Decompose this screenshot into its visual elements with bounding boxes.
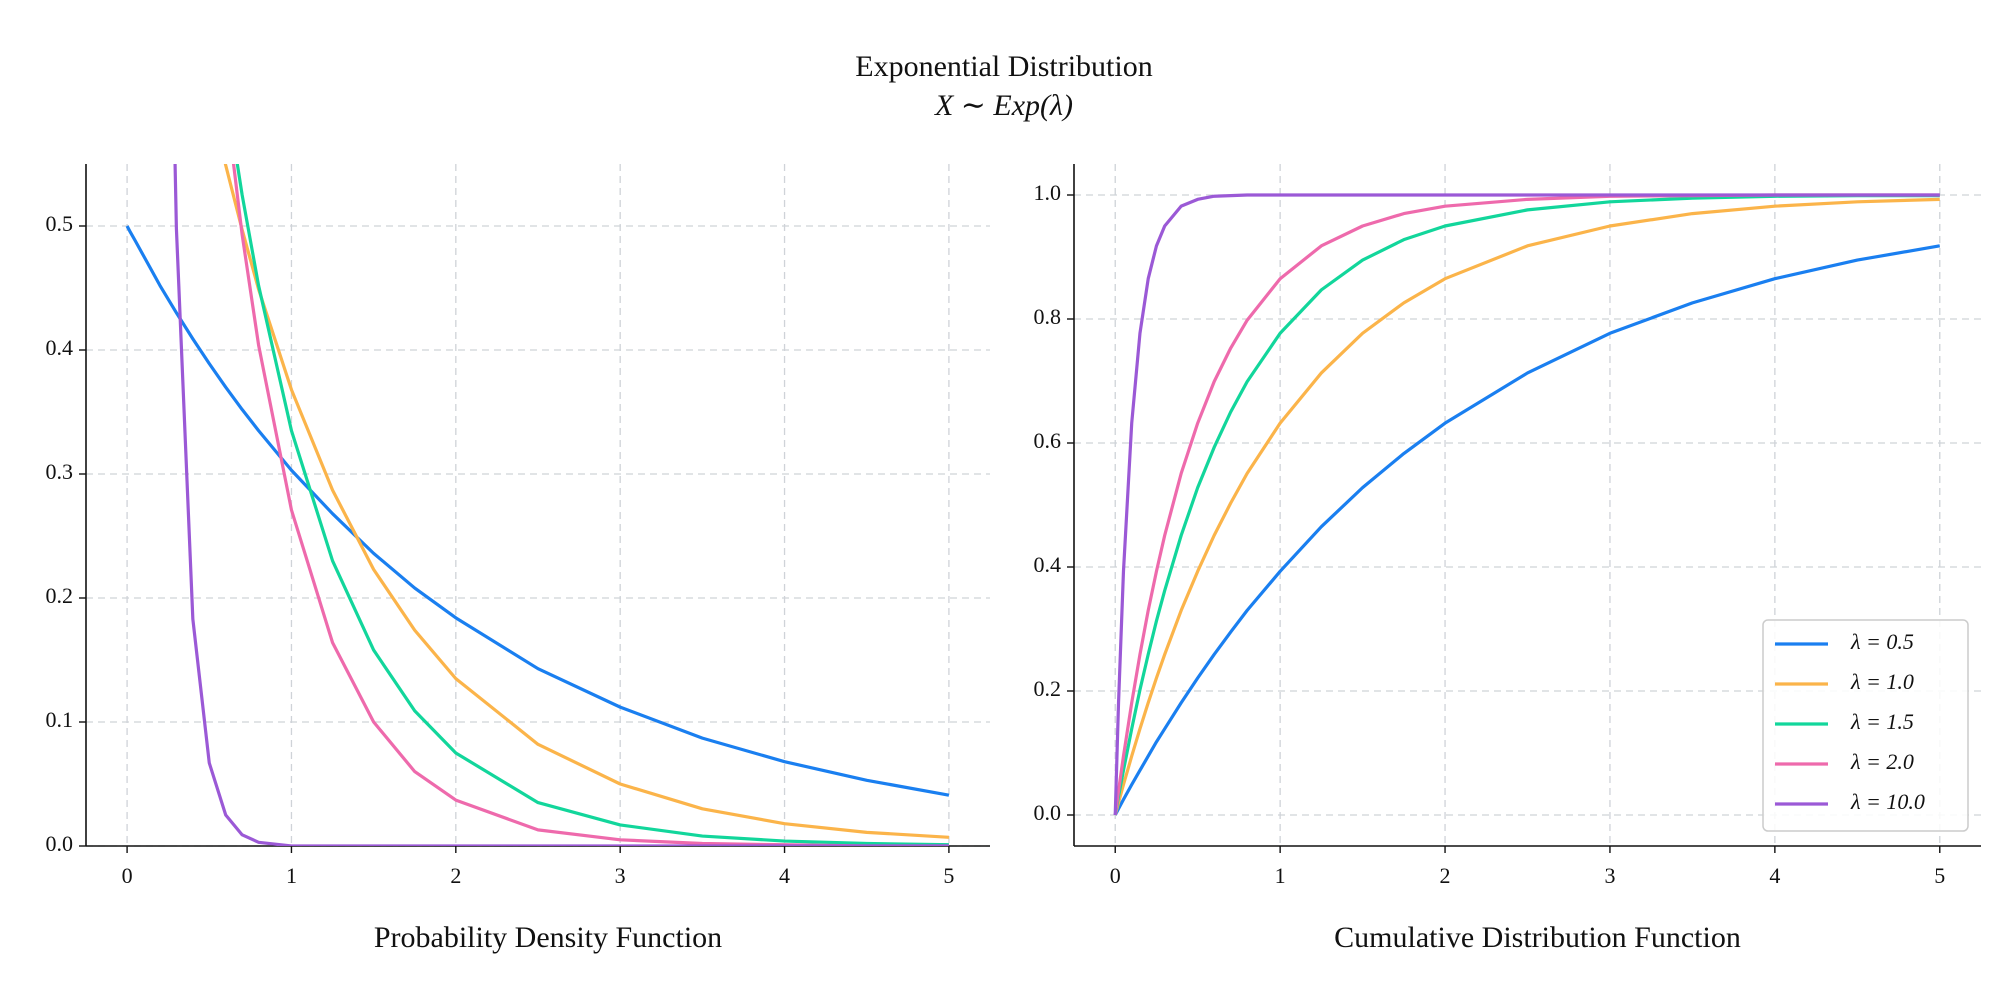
- x-axis-label: Probability Density Function: [374, 921, 722, 954]
- legend-label: λ = 10.0: [1850, 789, 1925, 814]
- y-tick-label: 0.3: [46, 459, 74, 484]
- legend-label: λ = 0.5: [1850, 629, 1914, 654]
- x-axis-label: Cumulative Distribution Function: [1334, 921, 1741, 954]
- legend-label: λ = 2.0: [1850, 749, 1914, 774]
- series-line: [1113, 197, 1940, 816]
- x-tick-label: 1: [286, 863, 297, 888]
- y-tick-label: 0.0: [46, 831, 74, 856]
- series-line: [223, 164, 950, 839]
- y-tick-label: 0.2: [46, 583, 74, 608]
- figure-subtitle: X ∼ Exp(λ): [934, 89, 1073, 122]
- series-line: [231, 164, 949, 846]
- series-line: [125, 225, 950, 797]
- x-tick-label: 4: [1769, 863, 1780, 888]
- legend-label: λ = 1.5: [1850, 709, 1914, 734]
- x-tick-label: 0: [1110, 863, 1121, 888]
- y-tick-label: 0.0: [1034, 800, 1062, 825]
- y-tick-label: 0.8: [1034, 304, 1062, 329]
- y-tick-label: 0.4: [46, 335, 74, 360]
- x-tick-label: 5: [1934, 863, 1945, 888]
- y-tick-label: 0.1: [46, 707, 74, 732]
- series-line: [1113, 193, 1940, 816]
- x-tick-label: 2: [1440, 863, 1451, 888]
- legend-label: λ = 1.0: [1850, 669, 1914, 694]
- legend: [1762, 619, 1969, 832]
- x-tick-label: 4: [779, 863, 790, 888]
- y-tick-label: 0.6: [1034, 428, 1062, 453]
- x-tick-label: 0: [122, 863, 133, 888]
- x-tick-label: 3: [615, 863, 626, 888]
- x-tick-label: 1: [1275, 863, 1286, 888]
- x-tick-label: 2: [450, 863, 461, 888]
- y-tick-label: 0.4: [1034, 552, 1062, 577]
- y-tick-label: 0.5: [46, 211, 74, 236]
- figure-title: Exponential Distribution: [855, 50, 1152, 83]
- series-line: [173, 164, 949, 846]
- y-tick-label: 1.0: [1034, 180, 1062, 205]
- series-line: [1113, 244, 1941, 816]
- series-line: [1113, 194, 1940, 816]
- y-tick-label: 0.2: [1034, 676, 1062, 701]
- x-tick-label: 5: [943, 863, 954, 888]
- series-line: [235, 164, 949, 846]
- x-tick-label: 3: [1604, 863, 1615, 888]
